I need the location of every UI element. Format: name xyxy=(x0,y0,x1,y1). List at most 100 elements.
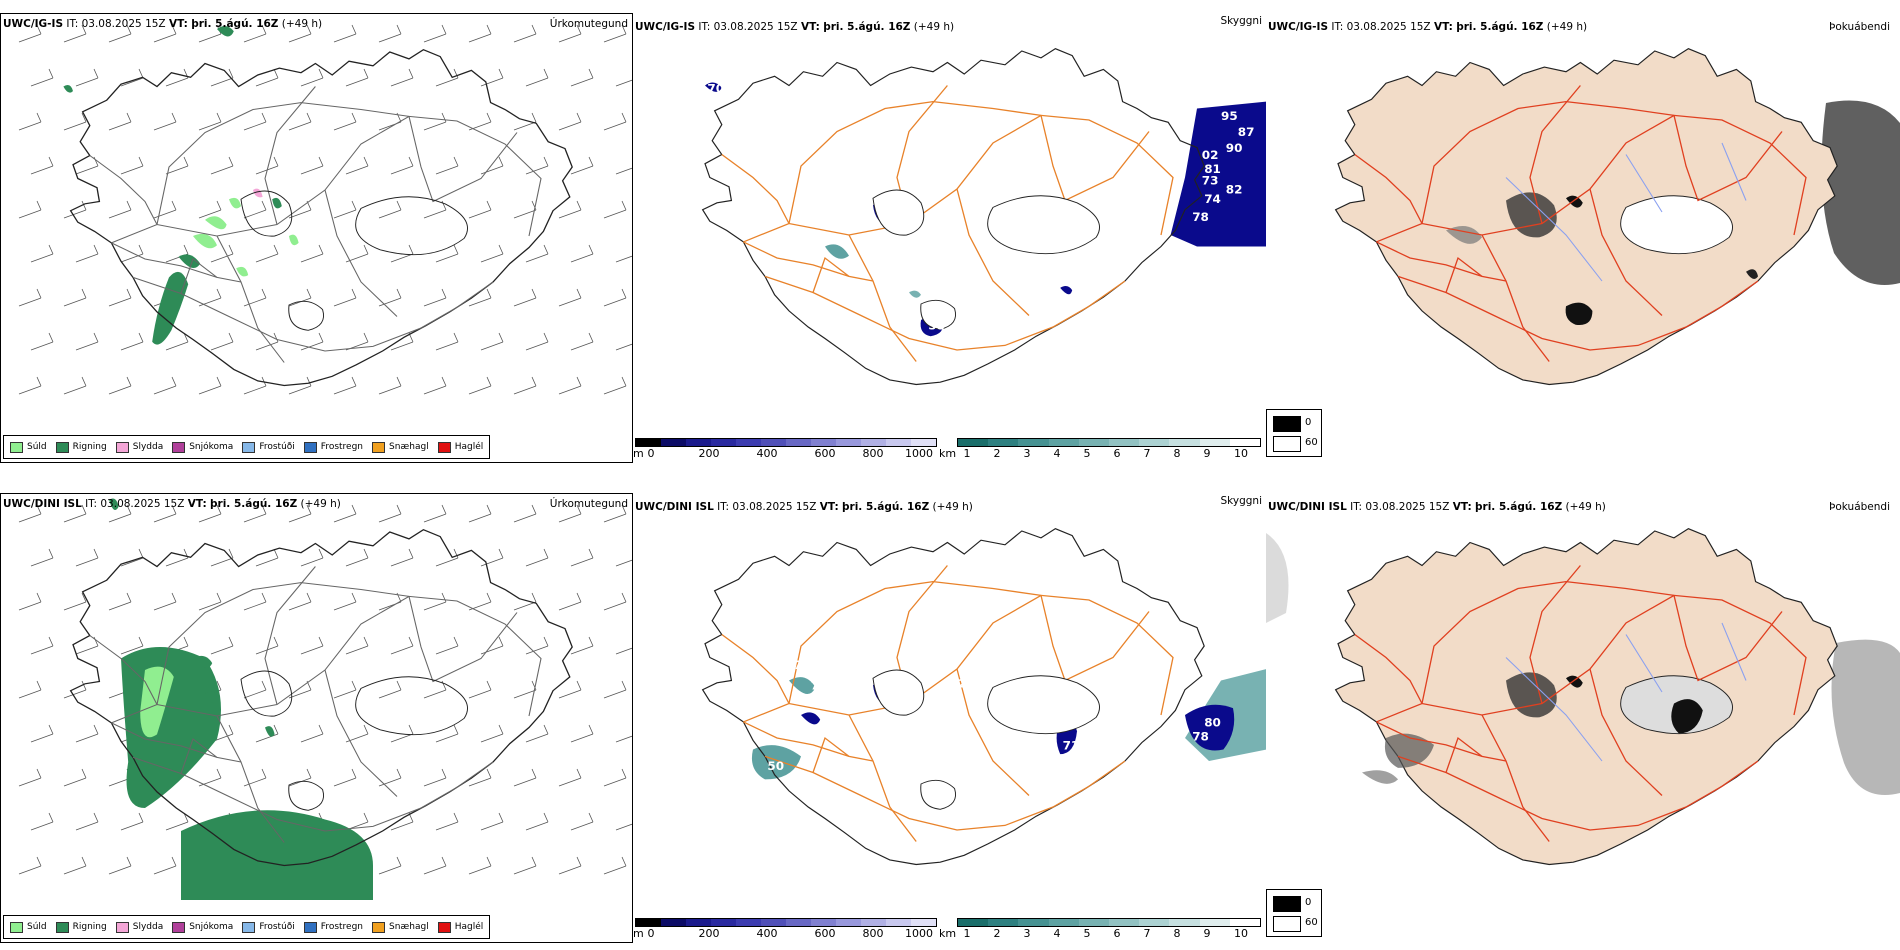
iceland-map xyxy=(18,24,632,395)
wind-barb xyxy=(423,112,447,131)
wind-barb xyxy=(333,504,357,523)
wind-barb xyxy=(378,680,402,699)
cloud-value-label: 63 xyxy=(988,187,1005,201)
wind-barb xyxy=(288,376,312,395)
legend-item: Haglél xyxy=(437,441,483,453)
wind-barb xyxy=(423,24,447,43)
wind-barb xyxy=(18,112,42,131)
legend-item: Rigning xyxy=(55,441,107,453)
wind-barb xyxy=(153,376,177,395)
wind-barb xyxy=(603,856,627,875)
wind-barb xyxy=(108,504,132,523)
precip-legend: Súld Rigning Slydda Snjókoma Frostúði Fr… xyxy=(3,915,491,939)
wind-barb xyxy=(30,636,54,655)
wind-barb xyxy=(435,724,459,743)
legend-swatch xyxy=(55,921,69,933)
cloud-value-label: 70 xyxy=(707,82,724,96)
cloud-value-label: 82 xyxy=(1226,183,1243,197)
wind-barb xyxy=(558,112,582,131)
wind-barb xyxy=(75,724,99,743)
wind-barb xyxy=(390,156,414,175)
wind-barb xyxy=(480,68,504,87)
legend-swatch xyxy=(242,921,256,933)
wind-barb xyxy=(210,156,234,175)
wind-barb xyxy=(210,332,234,351)
tick-label: 1000 xyxy=(905,927,933,940)
wind-barb xyxy=(18,680,42,699)
fog-legend: 0 60 xyxy=(1266,409,1322,457)
wind-barb xyxy=(603,680,627,699)
wind-barb xyxy=(525,812,549,831)
height-colorbar: m 0 200 400 600 800 1000 xyxy=(633,438,937,460)
wind-barb xyxy=(300,156,324,175)
cloud-value-label: 80 xyxy=(1204,716,1221,730)
legend-item: Snæhagl xyxy=(372,441,429,453)
wind-barb xyxy=(63,376,87,395)
wind-barb xyxy=(615,647,632,655)
cloud-value-label: 58 xyxy=(892,686,909,700)
wind-barb xyxy=(603,768,627,787)
tick-label: 4 xyxy=(1053,447,1061,460)
wind-barb xyxy=(63,592,87,611)
wind-barb xyxy=(108,112,132,131)
wind-barb xyxy=(525,332,549,351)
wind-barb xyxy=(615,255,632,263)
wind-barb xyxy=(288,24,312,43)
wind-barb xyxy=(615,823,632,831)
legend-swatch xyxy=(115,921,129,933)
wind-barb xyxy=(108,592,132,611)
legend-item: Súld xyxy=(10,921,47,933)
fog-legend-swatch xyxy=(1273,416,1301,432)
wind-barb xyxy=(18,592,42,611)
panel-name: Skyggni xyxy=(1220,495,1263,507)
wind-barb xyxy=(333,288,357,307)
wind-barb xyxy=(198,376,222,395)
wind-barb xyxy=(558,680,582,699)
panel-title: UWC/IG-IS IT: 03.08.2025 15Z VT: þri. 5.… xyxy=(1268,21,1588,33)
fog-legend-swatch xyxy=(1273,436,1301,452)
wind-barb xyxy=(378,200,402,219)
wind-barb xyxy=(165,332,189,351)
fog-legend-high: 60 xyxy=(1305,437,1318,448)
height-unit: m xyxy=(633,447,644,460)
panel-name: Þokuábendi xyxy=(1829,21,1890,33)
wind-barb xyxy=(300,68,324,87)
legend-swatch xyxy=(437,441,451,453)
wind-barb xyxy=(435,548,459,567)
wind-barb xyxy=(30,332,54,351)
wind-barb xyxy=(243,200,267,219)
wind-barb xyxy=(198,200,222,219)
iceland-map xyxy=(1266,528,1900,866)
wind-barb xyxy=(480,812,504,831)
wind-barb xyxy=(468,856,492,875)
wind-barb xyxy=(480,636,504,655)
tick-label: 1 xyxy=(963,447,971,460)
legend-swatch xyxy=(372,441,386,453)
wind-barb xyxy=(513,680,537,699)
wind-barb xyxy=(570,156,594,175)
wind-barb xyxy=(423,592,447,611)
wind-barb xyxy=(30,548,54,567)
wind-barb xyxy=(435,244,459,263)
wind-barb xyxy=(63,24,87,43)
wind-barb xyxy=(63,288,87,307)
panel-name: Þokuábendi xyxy=(1829,501,1890,513)
wind-barb xyxy=(378,288,402,307)
wind-barb xyxy=(333,680,357,699)
wind-barb xyxy=(153,856,177,875)
tick-label: 9 xyxy=(1203,447,1211,460)
wind-barb xyxy=(603,376,627,395)
wind-barb xyxy=(435,812,459,831)
panel-title: UWC/DINI ISL IT: 03.08.2025 15Z VT: þri.… xyxy=(3,498,341,510)
wind-barb xyxy=(468,680,492,699)
legend-item: Slydda xyxy=(115,441,163,453)
tick-label: 200 xyxy=(698,447,720,460)
cloud-value-label: 71 xyxy=(1063,739,1080,753)
legend-swatch xyxy=(10,921,23,933)
wind-barb xyxy=(423,768,447,787)
wind-barb xyxy=(423,288,447,307)
wind-barb xyxy=(615,167,632,175)
tick-label: 0 xyxy=(647,927,655,940)
legend-swatch xyxy=(242,441,256,453)
cloud-value-label: 78 xyxy=(1192,730,1209,744)
